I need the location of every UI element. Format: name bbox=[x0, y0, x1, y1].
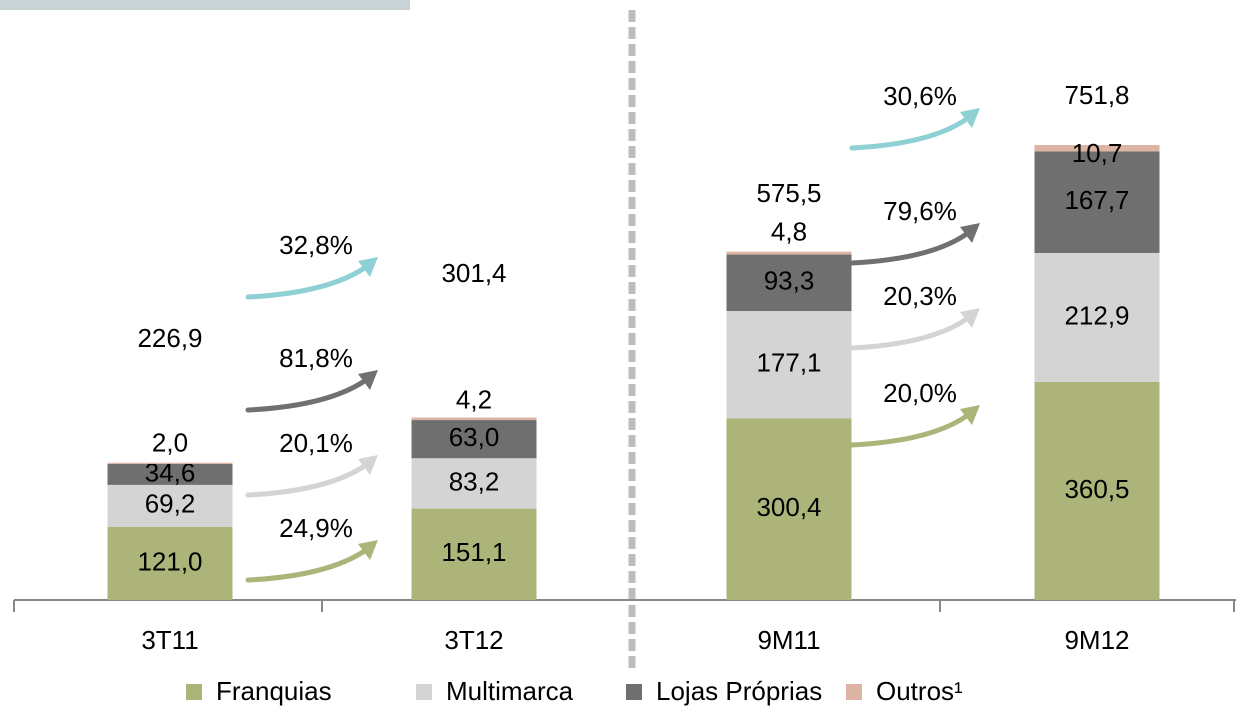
value-label: 300,4 bbox=[756, 492, 821, 522]
total-label: 575,5 bbox=[756, 178, 821, 208]
arrow-head bbox=[960, 108, 980, 128]
growth-arrow bbox=[849, 412, 971, 448]
legend-label: Lojas Próprias bbox=[656, 676, 822, 706]
growth-arrow bbox=[245, 264, 369, 300]
value-label: 4,8 bbox=[771, 217, 807, 247]
value-label: 151,1 bbox=[441, 537, 506, 567]
arrow-head bbox=[358, 370, 378, 390]
x-tick-label: 3T11 bbox=[141, 625, 198, 655]
arrow-head bbox=[960, 223, 980, 243]
x-tick-label: 9M12 bbox=[1064, 625, 1129, 655]
arrow-head bbox=[358, 257, 378, 277]
legend-swatch bbox=[626, 684, 642, 700]
value-label: 177,1 bbox=[756, 347, 821, 377]
arrow-head bbox=[358, 540, 378, 560]
legend-swatch bbox=[416, 684, 432, 700]
bar-segment bbox=[107, 484, 233, 527]
bar-segment bbox=[411, 420, 537, 459]
legend-swatch bbox=[846, 684, 862, 700]
growth-label: 81,8% bbox=[279, 343, 353, 373]
growth-arrow bbox=[245, 377, 369, 413]
growth-arrow bbox=[245, 462, 369, 498]
value-label: 83,2 bbox=[449, 466, 500, 496]
growth-arrow bbox=[849, 230, 971, 266]
value-label: 69,2 bbox=[145, 489, 196, 519]
value-label: 4,2 bbox=[456, 384, 492, 414]
legend-label: Outros¹ bbox=[876, 676, 963, 706]
bar-segment bbox=[411, 417, 537, 421]
arrow-head bbox=[960, 405, 980, 425]
bar-segment bbox=[411, 508, 537, 600]
bar-segment bbox=[726, 251, 852, 255]
value-label: 121,0 bbox=[137, 546, 202, 576]
total-label: 751,8 bbox=[1064, 80, 1129, 110]
value-label: 360,5 bbox=[1064, 474, 1129, 504]
legend-label: Franquias bbox=[216, 676, 332, 706]
axis-ticks bbox=[13, 600, 1235, 612]
growth-label: 20,0% bbox=[883, 378, 957, 408]
legend-label: Multimarca bbox=[446, 676, 574, 706]
bar-segment bbox=[1034, 252, 1160, 382]
bar-segment bbox=[1034, 151, 1160, 253]
growth-arrow bbox=[849, 315, 971, 351]
arrow-head bbox=[358, 455, 378, 475]
x-tick-label: 9M11 bbox=[757, 625, 820, 655]
x-tick-label: 3T12 bbox=[444, 625, 503, 655]
bar-segment bbox=[107, 462, 233, 464]
growth-label: 30,6% bbox=[883, 81, 957, 111]
bar-segment bbox=[1034, 381, 1160, 600]
growth-label: 20,1% bbox=[279, 428, 353, 458]
value-label: 93,3 bbox=[764, 266, 815, 296]
bar-segment bbox=[726, 254, 852, 312]
bar-segment bbox=[1034, 145, 1160, 152]
bar-segment bbox=[411, 458, 537, 509]
legend-swatch bbox=[186, 684, 202, 700]
total-label: 226,9 bbox=[137, 323, 202, 353]
growth-label: 24,9% bbox=[279, 513, 353, 543]
value-label: 10,7 bbox=[1072, 138, 1123, 168]
bar-segment bbox=[726, 418, 852, 600]
growth-label: 79,6% bbox=[883, 196, 957, 226]
header-decoration bbox=[0, 0, 410, 10]
bar-segment bbox=[107, 526, 233, 600]
value-label: 2,0 bbox=[152, 428, 188, 458]
growth-label: 32,8% bbox=[279, 230, 353, 260]
growth-arrow bbox=[849, 115, 971, 151]
value-label: 63,0 bbox=[449, 422, 500, 452]
total-label: 301,4 bbox=[441, 258, 506, 288]
growth-arrow bbox=[245, 547, 369, 583]
value-label: 212,9 bbox=[1064, 300, 1129, 330]
growth-label: 20,3% bbox=[883, 281, 957, 311]
value-label: 167,7 bbox=[1064, 185, 1129, 215]
bar-segment bbox=[726, 311, 852, 419]
value-label: 34,6 bbox=[145, 457, 196, 487]
arrow-head bbox=[960, 308, 980, 328]
bar-segment bbox=[107, 463, 233, 485]
